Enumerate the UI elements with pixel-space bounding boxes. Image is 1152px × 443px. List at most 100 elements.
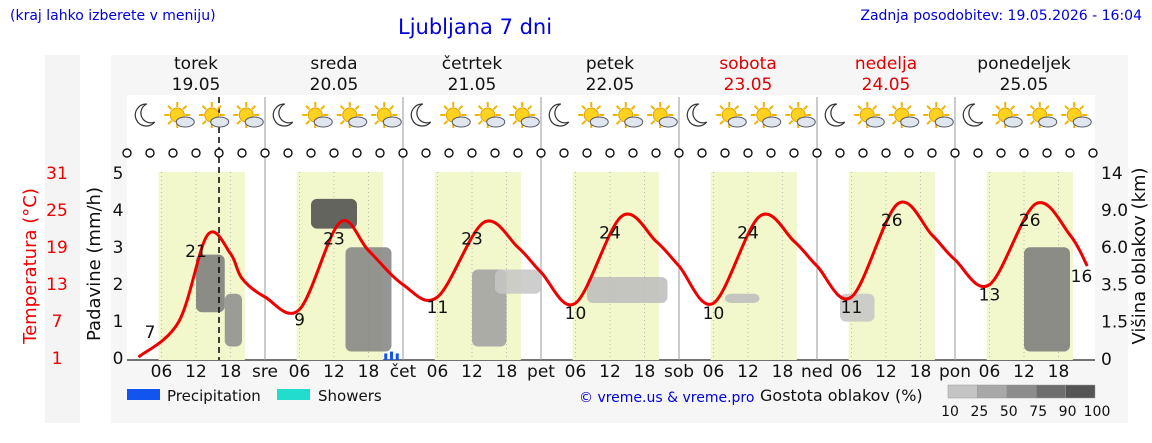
temperature-label: 16 <box>1071 267 1093 287</box>
sun-ray <box>492 105 498 111</box>
precip-axis-label: Padavine (mm/h) <box>84 187 105 341</box>
wind-calm-icon <box>766 148 776 158</box>
wind-calm-icon <box>1065 148 1075 158</box>
cloud-layer <box>345 247 392 352</box>
sun-ray <box>458 105 464 111</box>
cloud-icon <box>727 116 747 128</box>
temperature-label: 11 <box>841 298 863 318</box>
sun-ray <box>872 105 878 111</box>
cloud-height-tick: 1.5 <box>1101 313 1128 333</box>
cloud-icon <box>762 116 782 128</box>
credit: © vreme.us & vreme.pro <box>579 390 754 406</box>
sun-ray <box>167 119 173 125</box>
day-abbr-tick: čet <box>390 362 417 382</box>
sun-icon <box>647 102 678 128</box>
wind-calm-icon <box>1042 148 1052 158</box>
sun-ray <box>581 105 587 111</box>
wind-calm-icon <box>835 148 845 158</box>
cloud-icon <box>1038 116 1058 128</box>
sun-icon <box>750 102 782 128</box>
cloud-density-label: Gostota oblakov (%) <box>760 386 923 405</box>
wind-calm-icon <box>904 148 914 158</box>
sun-ray <box>995 119 1001 125</box>
sun-icon <box>233 102 264 128</box>
cloud-layer <box>495 269 541 294</box>
moon-icon <box>686 103 708 127</box>
sun-ray <box>182 105 188 111</box>
sun-ray <box>891 105 897 111</box>
cloud-icon <box>624 116 644 128</box>
wind-calm-icon <box>582 148 592 158</box>
temp-axis-label: Temperatura (°C) <box>20 188 41 345</box>
daylight-band <box>848 172 935 360</box>
day-abbr-tick: ned <box>801 362 833 382</box>
temperature-label: 23 <box>323 230 345 250</box>
temperature-label: 24 <box>599 223 621 243</box>
day-name: sobota <box>719 54 777 74</box>
day-date: 25.05 <box>1000 75 1049 95</box>
sun-ray <box>857 105 863 111</box>
hour-tick: 12 <box>185 362 207 382</box>
cloud-height-tick: 14 <box>1101 164 1123 184</box>
wind-calm-icon <box>513 148 523 158</box>
sun-icon <box>440 102 471 128</box>
precip-tick: 5 <box>113 164 124 184</box>
cloud-layer <box>587 276 668 303</box>
sun-ray <box>443 119 449 125</box>
sun-ray <box>906 105 912 111</box>
cloud-icon <box>210 116 230 128</box>
cloud-height-axis-label: Višina oblakov (km) <box>1129 167 1150 344</box>
cloud-height-tick: 9.0 <box>1101 201 1128 221</box>
day-name: ponedeljek <box>977 54 1071 74</box>
hour-tick: 12 <box>1013 362 1035 382</box>
sun-ray <box>857 119 863 125</box>
sun-ray <box>753 119 759 125</box>
hour-tick: 18 <box>220 362 242 382</box>
moon-icon <box>272 103 294 127</box>
day-date: 23.05 <box>724 75 773 95</box>
moon-icon <box>134 103 156 127</box>
precip-tick: 2 <box>113 275 124 295</box>
wind-calm-icon <box>1019 148 1029 158</box>
wind-calm-icon <box>651 148 661 158</box>
precip-tick: 4 <box>113 201 124 221</box>
sun-ray <box>389 105 395 111</box>
precipitation-swatch <box>127 389 160 400</box>
wind-calm-icon <box>858 148 868 158</box>
temperature-label: 7 <box>145 323 156 343</box>
sun-ray <box>788 119 794 125</box>
temp-axis-panel <box>45 55 80 423</box>
cloud-height-tick: 3.5 <box>1101 275 1128 295</box>
hour-tick: 18 <box>496 362 518 382</box>
sun-ray <box>201 105 207 111</box>
precip-bar <box>395 353 399 360</box>
day-name: petek <box>586 54 634 74</box>
wind-calm-icon <box>398 148 408 158</box>
sun-ray <box>374 105 380 111</box>
cloud-density-tick: 25 <box>970 404 988 420</box>
sun-ray <box>477 119 483 125</box>
cloud-height-tick: 6.0 <box>1101 238 1128 258</box>
hour-tick: 06 <box>565 362 587 382</box>
temperature-label: 26 <box>881 211 903 231</box>
hour-tick: 12 <box>875 362 897 382</box>
cloud-density-tick: 75 <box>1029 404 1047 420</box>
sun-icon <box>854 102 885 128</box>
temp-tick: 13 <box>46 275 68 295</box>
sun-ray <box>719 105 725 111</box>
sun-ray <box>1029 105 1035 111</box>
sun-ray <box>926 105 932 111</box>
wind-calm-icon <box>237 148 247 158</box>
wind-calm-icon <box>214 148 224 158</box>
sun-icon <box>578 102 609 128</box>
cloud-icon <box>244 116 264 128</box>
cloud-layer <box>196 254 225 313</box>
wind-calm-icon <box>375 148 385 158</box>
sun-ray <box>512 105 518 111</box>
wind-calm-icon <box>536 148 546 158</box>
temp-tick: 1 <box>52 349 63 369</box>
wind-calm-icon <box>973 148 983 158</box>
day-name: sreda <box>310 54 357 74</box>
hour-tick: 12 <box>599 362 621 382</box>
